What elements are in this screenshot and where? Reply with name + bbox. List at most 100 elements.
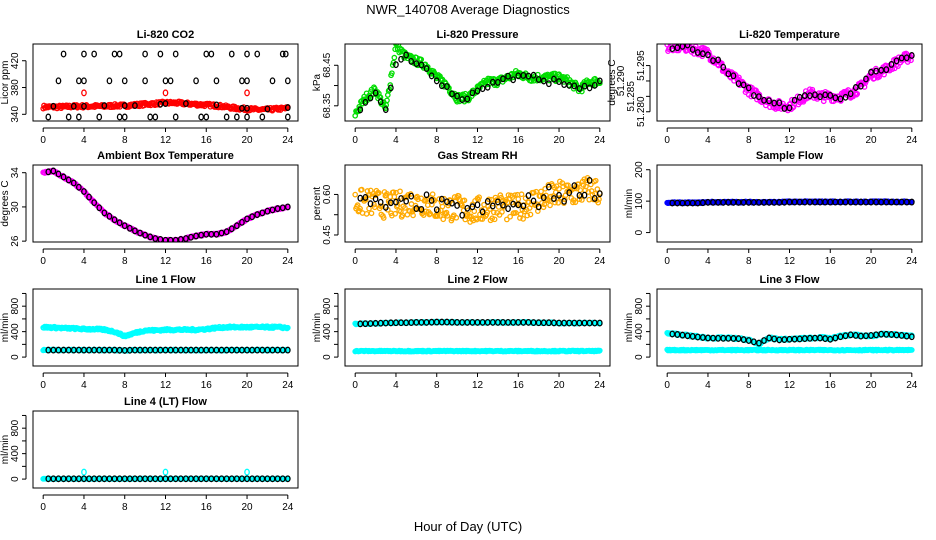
data-point — [674, 44, 681, 52]
x-tick-label: 24 — [906, 256, 918, 267]
x-axis: 0 4 8 12 16 20 24 — [40, 127, 294, 146]
series-band — [40, 167, 291, 242]
x-tick-label: 20 — [241, 256, 253, 267]
data-point — [508, 199, 515, 206]
data-point — [116, 346, 123, 354]
data-point — [883, 330, 890, 338]
data-point — [745, 84, 752, 92]
data-point — [868, 198, 874, 206]
x-tick-label: 8 — [434, 256, 440, 267]
data-point — [812, 334, 818, 342]
data-point — [591, 195, 598, 202]
plot-area — [352, 318, 603, 355]
data-point — [888, 331, 895, 338]
data-point — [65, 176, 72, 184]
data-point — [362, 98, 369, 106]
y-tick-label: 0 — [322, 354, 333, 360]
data-point — [279, 50, 286, 58]
data-point — [279, 204, 286, 212]
data-point — [443, 209, 450, 216]
data-point — [736, 74, 742, 81]
y-axis-label: ml/min — [624, 189, 635, 218]
data-point — [372, 319, 379, 327]
panel-title: Sample Flow — [756, 150, 824, 162]
data-point — [507, 213, 513, 220]
data-point — [847, 198, 854, 206]
data-point — [172, 50, 179, 58]
data-point — [81, 468, 87, 476]
data-point — [91, 199, 98, 207]
data-point — [873, 331, 879, 339]
data-point — [162, 77, 169, 85]
data-point — [561, 81, 567, 89]
data-point — [382, 203, 389, 211]
data-point — [106, 212, 113, 220]
data-point — [535, 203, 542, 211]
data-point — [440, 216, 447, 223]
data-point — [239, 218, 245, 226]
data-point — [694, 49, 701, 56]
data-point — [766, 334, 772, 342]
y-tick-label: 68.35 — [322, 93, 333, 118]
data-point — [444, 198, 450, 206]
data-point — [679, 199, 686, 207]
data-point — [520, 216, 527, 222]
data-point — [560, 183, 566, 190]
data-point — [362, 193, 369, 201]
data-point — [852, 332, 859, 339]
series-band — [40, 475, 291, 482]
data-point — [65, 475, 72, 483]
data-point — [137, 346, 143, 354]
data-point — [700, 334, 706, 341]
data-point — [898, 332, 905, 339]
data-point — [730, 72, 737, 80]
data-point — [101, 209, 108, 217]
data-point — [433, 77, 440, 85]
data-point — [101, 346, 108, 354]
data-point — [377, 319, 384, 327]
data-point — [781, 198, 788, 206]
data-point — [121, 222, 128, 230]
y-tick-label: 26 — [10, 235, 21, 247]
plot-area — [664, 330, 915, 354]
data-point — [579, 197, 585, 203]
data-point — [474, 87, 481, 95]
x-axis: 0 4 8 12 16 20 24 — [40, 372, 294, 391]
data-point — [172, 113, 179, 121]
x-tick-label: 16 — [825, 256, 837, 267]
data-point — [592, 177, 599, 184]
data-point — [111, 216, 118, 224]
x-tick-label: 12 — [160, 135, 172, 146]
x-tick-label: 4 — [705, 256, 711, 267]
data-point — [903, 198, 910, 206]
data-point — [576, 85, 583, 93]
x-tick-label: 12 — [472, 256, 484, 267]
data-point — [45, 475, 52, 483]
x-tick-label: 20 — [553, 135, 565, 146]
plot-frame — [32, 288, 299, 367]
data-point — [377, 98, 384, 106]
series-outliers — [81, 89, 250, 97]
data-point — [132, 227, 138, 235]
data-point — [464, 318, 471, 326]
data-point — [776, 198, 783, 206]
data-point — [50, 167, 57, 175]
x-tick-label: 12 — [160, 256, 172, 267]
data-point — [391, 54, 398, 61]
data-point — [152, 113, 159, 121]
data-point — [581, 319, 588, 327]
data-point — [786, 101, 793, 108]
panel-title: Li-820 Temperature — [739, 29, 840, 41]
data-point — [264, 346, 271, 354]
data-point — [167, 475, 174, 483]
data-point — [541, 201, 548, 208]
data-point — [854, 91, 861, 97]
data-point — [352, 191, 359, 198]
data-point — [76, 77, 82, 85]
data-point — [474, 201, 481, 209]
data-point — [583, 177, 590, 184]
data-point — [857, 82, 864, 90]
